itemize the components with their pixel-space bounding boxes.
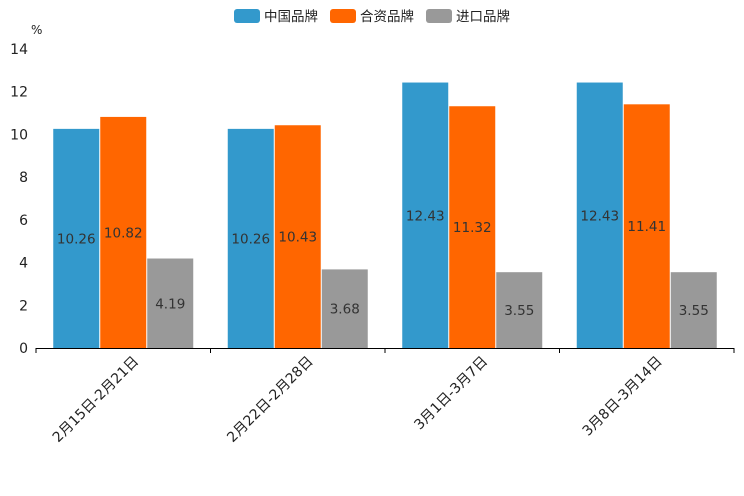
y-tick-label: 2 — [19, 298, 28, 314]
legend-label: 合资品牌 — [360, 8, 414, 25]
bar-value-label: 10.82 — [104, 225, 143, 241]
bar — [227, 128, 274, 348]
legend: 中国品牌 合资品牌 进口品牌 — [234, 8, 510, 25]
bar — [623, 104, 670, 348]
y-tick-label: 6 — [19, 213, 28, 229]
legend-swatch — [234, 9, 260, 23]
bar — [670, 272, 717, 348]
x-category-label: 3月8日-3月14日 — [580, 354, 666, 440]
bar-value-label: 10.43 — [278, 230, 317, 246]
bar — [402, 82, 449, 349]
legend-label: 中国品牌 — [264, 8, 318, 25]
bar-value-label: 3.55 — [504, 303, 534, 319]
bar-value-label: 10.26 — [231, 231, 270, 247]
y-axis-unit-label: % — [31, 23, 42, 37]
value-labels: 10.26 10.82 4.19 10.26 10.43 3.68 12.43 11.32 3.… — [57, 208, 709, 319]
bar-value-label: 11.41 — [627, 219, 666, 235]
bar-value-label: 10.26 — [57, 231, 96, 247]
bar — [496, 272, 543, 348]
y-tick-label: 12 — [10, 85, 28, 101]
bar — [449, 106, 496, 348]
y-axis: 0 2 4 6 8 10 12 14 — [10, 42, 28, 357]
x-axis: 2月15日-2月21日 2月22日-2月28日 3月1日-3月7日 3月8日-3月14… — [35, 348, 735, 446]
legend-swatch — [426, 9, 452, 23]
bar — [147, 258, 194, 348]
x-category-label: 2月22日-2月28日 — [224, 354, 316, 446]
y-tick-label: 0 — [19, 341, 28, 357]
bars — [53, 82, 717, 349]
x-category-label: 3月1日-3月7日 — [411, 354, 491, 434]
bar-value-label: 3.68 — [330, 302, 360, 318]
bar — [100, 116, 147, 348]
x-category-label: 2月15日-2月21日 — [50, 354, 142, 446]
legend-label: 进口品牌 — [456, 8, 510, 25]
y-tick-label: 14 — [10, 42, 28, 58]
y-tick-label: 4 — [19, 256, 28, 272]
bar-value-label: 12.43 — [580, 208, 619, 224]
bar-value-label: 4.19 — [155, 296, 185, 312]
bar-value-label: 3.55 — [679, 303, 709, 319]
legend-swatch — [330, 9, 356, 23]
y-tick-label: 8 — [19, 170, 28, 186]
bar — [321, 269, 368, 348]
bar — [274, 125, 321, 349]
bar-value-label: 12.43 — [406, 208, 445, 224]
bar-value-label: 11.32 — [453, 220, 492, 236]
bar — [53, 128, 100, 348]
y-tick-label: 10 — [10, 127, 28, 143]
bar — [576, 82, 623, 349]
